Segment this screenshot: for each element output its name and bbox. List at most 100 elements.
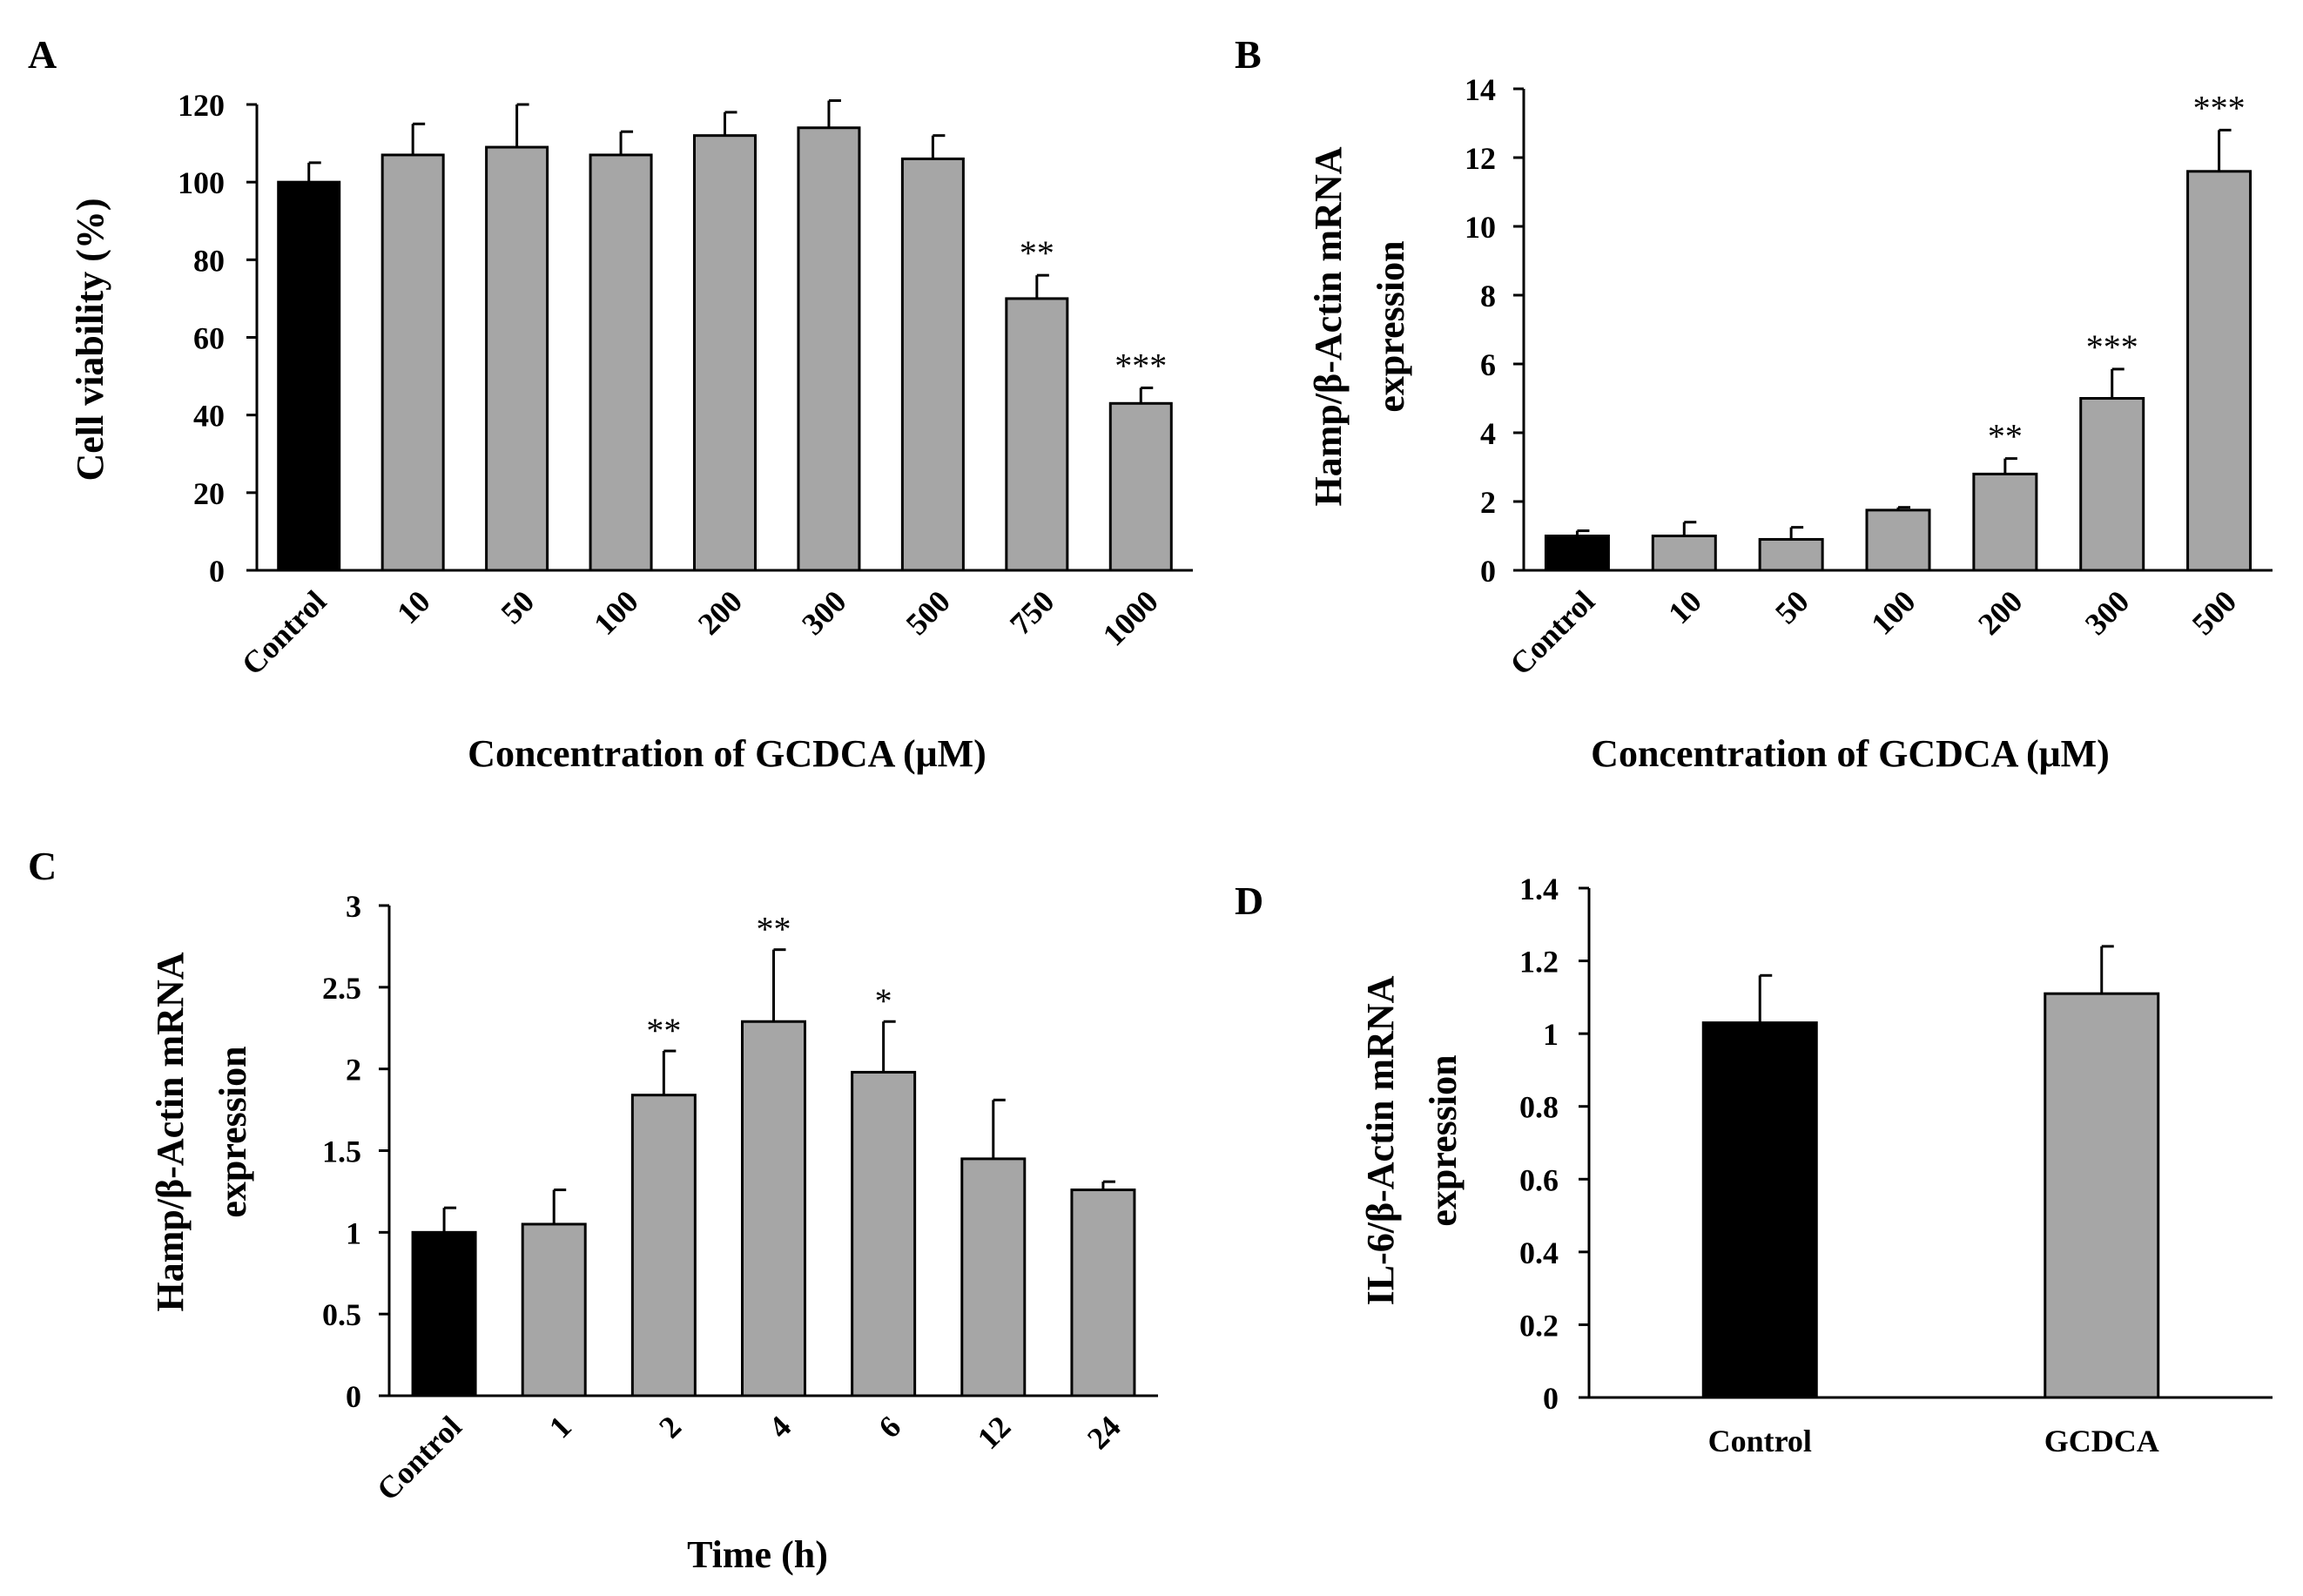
y-axis-title: Cell viability (%) xyxy=(69,198,111,481)
significance-label: *** xyxy=(2193,88,2246,127)
significance-label: *** xyxy=(2086,327,2138,367)
y-tick-label: 14 xyxy=(1465,72,1496,107)
y-tick-label: 1 xyxy=(1543,1017,1559,1052)
bar-300 xyxy=(797,126,861,572)
y-tick-label: 1 xyxy=(346,1216,361,1250)
chart-panel-c: C 0 0.5 1 1.5 2 2.5 3 Control 1 ** 2 ** 4 * 6 12 24 Time (… xyxy=(28,844,1158,1576)
y-tick-label: 0 xyxy=(209,554,225,589)
bar-200 xyxy=(1972,472,2038,572)
panel-letter: A xyxy=(28,32,57,77)
bar-gcdca xyxy=(2044,992,2160,1399)
y-tick-label: 0.6 xyxy=(1519,1162,1559,1197)
y-tick-label: 1.5 xyxy=(322,1135,361,1169)
significance-label: * xyxy=(875,981,892,1020)
y-tick-label: 0.4 xyxy=(1519,1236,1559,1270)
bar-2 xyxy=(630,1094,697,1397)
bar-24 xyxy=(1070,1189,1136,1397)
x-tick-label: 2 xyxy=(652,1409,688,1444)
y-axis-title: expression xyxy=(1370,240,1412,412)
x-tick-label: 50 xyxy=(1768,583,1815,630)
bar-1000 xyxy=(1108,401,1173,572)
x-tick-label: GCDCA xyxy=(2044,1424,2159,1458)
bar-control xyxy=(411,1230,477,1397)
y-axis-title: IL-6/β-Actin mRNA xyxy=(1359,975,1402,1305)
bar-100 xyxy=(1865,508,1931,572)
bar-100 xyxy=(589,153,653,572)
y-tick-label: 0 xyxy=(346,1379,361,1414)
x-tick-label: 24 xyxy=(1081,1409,1128,1456)
panel-letter: D xyxy=(1235,879,1263,923)
y-tick-label: 10 xyxy=(1465,210,1496,245)
x-tick-label: 6 xyxy=(872,1409,907,1444)
x-tick-label: 10 xyxy=(390,583,437,630)
y-tick-label: 0.8 xyxy=(1519,1090,1559,1125)
y-tick-label: 2.5 xyxy=(322,971,361,1006)
y-tick-label: 0 xyxy=(1543,1381,1559,1416)
significance-label: ** xyxy=(757,910,791,949)
y-tick-label: 120 xyxy=(178,88,225,123)
y-tick-label: 2 xyxy=(1480,485,1496,520)
y-tick-label: 12 xyxy=(1465,141,1496,176)
x-tick-label: 500 xyxy=(2185,583,2243,641)
x-tick-label: Control xyxy=(1708,1424,1812,1458)
panel-letter: C xyxy=(28,844,57,888)
x-tick-label: 10 xyxy=(1661,583,1708,630)
bar-50 xyxy=(1758,537,1824,572)
significance-label: *** xyxy=(1114,346,1167,385)
x-tick-label: Control xyxy=(1503,583,1601,682)
significance-label: ** xyxy=(1020,233,1054,273)
bar-4 xyxy=(741,1020,806,1397)
x-tick-label: 500 xyxy=(899,583,957,641)
x-tick-label: 12 xyxy=(971,1409,1018,1456)
y-tick-label: 6 xyxy=(1480,347,1496,382)
x-axis-title: Concentration of GCDCA (μM) xyxy=(1591,732,2110,775)
significance-label: ** xyxy=(1988,417,2023,456)
bar-300 xyxy=(2079,397,2145,572)
y-tick-label: 100 xyxy=(178,165,225,200)
x-axis-title: Time (h) xyxy=(687,1533,828,1576)
y-tick-label: 0.2 xyxy=(1519,1308,1559,1343)
y-tick-label: 3 xyxy=(346,889,361,924)
x-tick-label: 4 xyxy=(762,1409,798,1444)
y-tick-label: 8 xyxy=(1480,279,1496,313)
x-tick-label: 1 xyxy=(542,1409,578,1444)
bar-50 xyxy=(485,145,549,572)
x-tick-label: Control xyxy=(370,1409,468,1507)
x-tick-label: 200 xyxy=(1971,583,2029,641)
y-tick-label: 0 xyxy=(1480,554,1496,589)
significance-label: ** xyxy=(646,1011,681,1050)
x-tick-label: 750 xyxy=(1003,583,1061,641)
y-axis-title: Hamp/β-Actin mRNA xyxy=(1307,146,1350,506)
bar-500 xyxy=(900,157,965,572)
x-tick-label: 200 xyxy=(691,583,749,641)
y-axis-title: Hamp/β-Actin mRNA xyxy=(149,952,192,1311)
y-tick-label: 4 xyxy=(1480,416,1496,451)
x-tick-label: 100 xyxy=(587,583,644,641)
y-axis-title: expression xyxy=(1422,1054,1465,1226)
x-tick-label: 300 xyxy=(2078,583,2136,641)
y-tick-label: 60 xyxy=(193,321,225,356)
x-tick-label: 50 xyxy=(495,583,542,630)
bar-6 xyxy=(851,1070,917,1397)
bar-750 xyxy=(1005,297,1069,572)
bar-200 xyxy=(693,134,757,572)
y-tick-label: 20 xyxy=(193,476,225,511)
x-tick-label: Control xyxy=(235,583,333,682)
chart-panel-a: A 0 20 40 60 80 100 120 Control 10 50 100 200 300 500 *… xyxy=(28,32,1193,775)
bar-control xyxy=(1701,1021,1818,1399)
y-tick-label: 80 xyxy=(193,243,225,278)
bar-control xyxy=(277,180,341,572)
y-tick-label: 40 xyxy=(193,399,225,434)
y-tick-label: 0.5 xyxy=(322,1297,361,1332)
bar-500 xyxy=(2186,170,2252,572)
bar-10 xyxy=(1651,535,1717,572)
panel-letter: B xyxy=(1235,32,1262,77)
chart-panel-d: D 0 0.2 0.4 0.6 0.8 1 1.2 1.4 Control GCDCA IL-6/β-… xyxy=(1235,872,2273,1458)
x-tick-label: 1000 xyxy=(1096,583,1165,652)
x-tick-label: 300 xyxy=(795,583,852,641)
chart-panel-b: B 0 2 4 6 8 10 12 14 Control 10 50 100 ** 200 *** 300 ***… xyxy=(1235,32,2273,775)
bar-12 xyxy=(960,1157,1027,1397)
x-axis-title: Concentration of GCDCA (μM) xyxy=(468,732,987,775)
bar-control xyxy=(1544,535,1610,572)
